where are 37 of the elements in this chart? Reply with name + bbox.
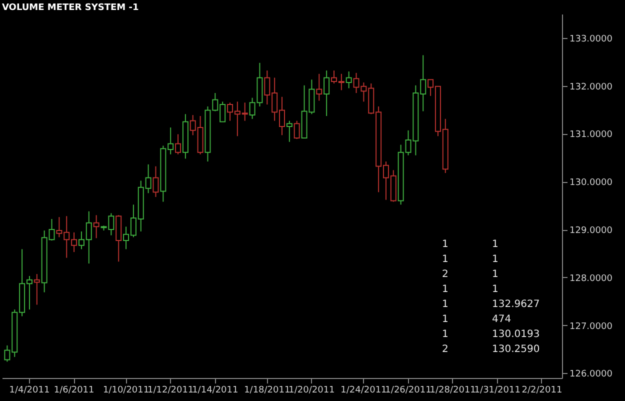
annotation: 1 xyxy=(442,329,448,340)
x-tick-label: 1/28/2011 xyxy=(430,386,476,396)
x-tick-label: 1/20/2011 xyxy=(288,386,335,396)
annotation: 1 xyxy=(442,254,448,265)
annotation: 1 xyxy=(442,299,448,310)
annotation: 1 xyxy=(492,254,498,265)
annotation: 130.2590 xyxy=(492,344,540,355)
annotation: 1 xyxy=(442,314,448,325)
y-tick-label: 129.0000 xyxy=(570,226,613,236)
chart-title: VOLUME METER SYSTEM -1 xyxy=(2,3,139,13)
x-tick-label: 1/24/2011 xyxy=(340,386,387,396)
y-tick-label: 132.0000 xyxy=(570,82,613,92)
y-tick-label: 131.0000 xyxy=(570,130,613,140)
x-tick-label: 1/6/2011 xyxy=(54,386,94,396)
x-tick-label: 1/10/2011 xyxy=(102,386,150,396)
x-tick-label: 1/14/2011 xyxy=(192,386,238,396)
annotation: 2 xyxy=(442,344,448,355)
y-tick-label: 130.0000 xyxy=(570,178,613,188)
annotation: 474 xyxy=(492,314,512,325)
annotation: 1 xyxy=(492,284,498,295)
y-tick-label: 128.0000 xyxy=(570,274,613,284)
x-tick-label: 1/26/2011 xyxy=(385,386,432,396)
y-tick-label: 126.0000 xyxy=(570,370,613,380)
annotation: 1 xyxy=(492,269,498,280)
x-tick-label: 2/2/2011 xyxy=(522,386,562,396)
x-tick-label: 1/12/2011 xyxy=(148,386,194,396)
x-tick-label: 1/31/2011 xyxy=(474,386,520,396)
annotation: 130.0193 xyxy=(492,329,540,340)
annotation: 1 xyxy=(442,239,448,250)
y-tick-label: 127.0000 xyxy=(570,322,613,332)
annotation: 132.9627 xyxy=(492,299,540,310)
x-tick-label: 1/4/2011 xyxy=(9,386,50,396)
annotation: 1 xyxy=(492,239,498,250)
annotation: 2 xyxy=(442,269,448,280)
x-tick-label: 1/18/2011 xyxy=(244,386,290,396)
annotation: 1 xyxy=(442,284,448,295)
y-tick-label: 133.0000 xyxy=(570,34,613,44)
